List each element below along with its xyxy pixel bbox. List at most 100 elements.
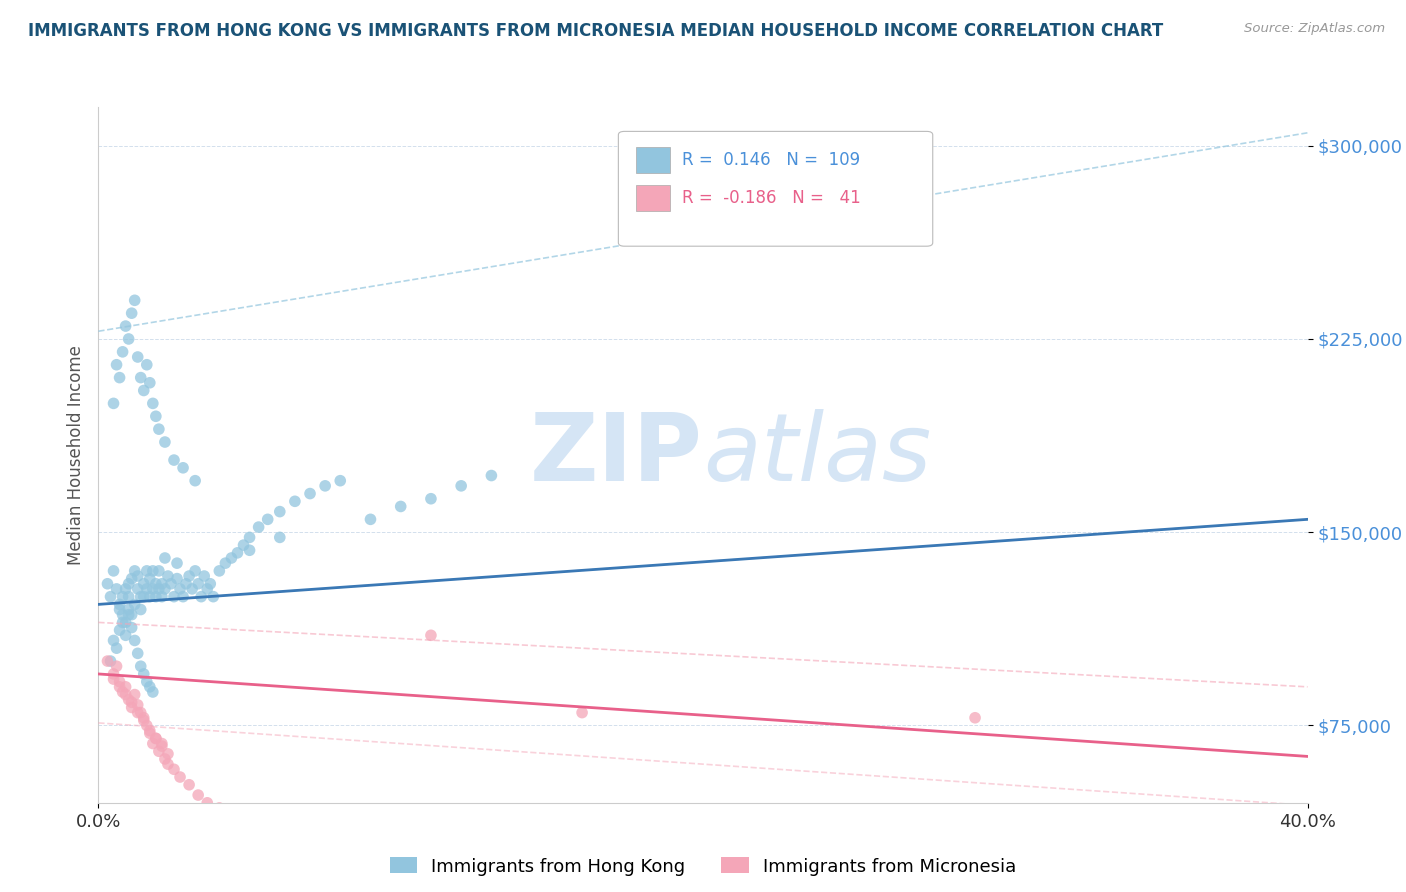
Point (139, 572, 162, 586)
Point (121, 695, 143, 709)
Point (239, 543, 262, 558)
Point (389, 500, 412, 514)
Point (163, 453, 186, 467)
Point (256, 512, 278, 526)
Point (156, 747, 179, 761)
Point (118, 590, 141, 604)
Point (150, 739, 173, 753)
Point (103, 633, 125, 648)
Point (129, 706, 152, 720)
Point (108, 370, 131, 384)
Point (129, 602, 152, 616)
Point (111, 685, 134, 699)
Point (135, 674, 157, 689)
Point (148, 564, 170, 578)
Point (329, 474, 352, 488)
Point (142, 396, 165, 410)
Point (129, 590, 152, 604)
Point (150, 737, 173, 751)
Point (111, 615, 134, 630)
Point (153, 435, 176, 450)
Point (105, 659, 128, 673)
Point (184, 474, 207, 488)
Point (153, 582, 176, 596)
Point (132, 590, 155, 604)
Point (214, 556, 236, 570)
Point (121, 621, 143, 635)
Point (135, 718, 157, 732)
Point (132, 384, 155, 398)
Point (121, 572, 143, 586)
Point (127, 698, 149, 712)
Point (160, 576, 183, 591)
Bar (637, 146, 671, 173)
Point (103, 396, 125, 410)
Point (187, 576, 209, 591)
Point (111, 607, 134, 622)
Point (124, 688, 146, 702)
Point (156, 757, 179, 772)
Point (135, 564, 157, 578)
FancyBboxPatch shape (619, 131, 932, 246)
Point (965, 711, 987, 725)
Point (142, 685, 165, 699)
Point (226, 546, 249, 560)
Text: R =  0.146   N =  109: R = 0.146 N = 109 (682, 151, 860, 169)
Point (200, 576, 222, 591)
Point (105, 582, 128, 596)
Point (195, 796, 218, 810)
Point (139, 726, 162, 740)
Point (145, 590, 167, 604)
Point (132, 714, 155, 728)
Point (114, 680, 136, 694)
Point (121, 607, 143, 622)
Point (139, 680, 162, 694)
Point (481, 468, 503, 483)
Point (139, 590, 162, 604)
Point (148, 744, 170, 758)
Point (269, 505, 291, 519)
Point (114, 582, 136, 596)
Point (96, 654, 118, 668)
Point (127, 569, 149, 583)
Point (174, 576, 197, 591)
Point (190, 590, 212, 604)
Point (108, 674, 131, 689)
Point (163, 590, 186, 604)
Point (139, 376, 162, 390)
Point (145, 731, 167, 746)
Point (156, 569, 179, 583)
Point (314, 479, 336, 493)
Point (132, 576, 155, 591)
Point (132, 667, 155, 681)
Point (166, 556, 188, 570)
Point (299, 486, 322, 500)
Point (221, 551, 243, 566)
Point (169, 770, 191, 784)
Point (177, 778, 201, 792)
Point (195, 582, 218, 596)
Point (114, 615, 136, 630)
Point (129, 659, 152, 673)
Point (124, 598, 146, 612)
Point (108, 602, 131, 616)
Point (145, 409, 167, 424)
Point (148, 582, 170, 596)
Point (145, 576, 167, 591)
Point (232, 538, 254, 552)
Point (118, 576, 141, 591)
Point (96, 576, 118, 591)
Text: ZIP: ZIP (530, 409, 703, 501)
Point (208, 801, 231, 815)
Point (208, 564, 231, 578)
Point (239, 814, 262, 828)
Point (139, 723, 162, 738)
Point (153, 551, 176, 566)
Point (247, 520, 270, 534)
Point (419, 628, 441, 642)
Point (108, 623, 131, 637)
Point (135, 582, 157, 596)
Point (284, 494, 307, 508)
Point (150, 590, 173, 604)
Point (103, 564, 125, 578)
